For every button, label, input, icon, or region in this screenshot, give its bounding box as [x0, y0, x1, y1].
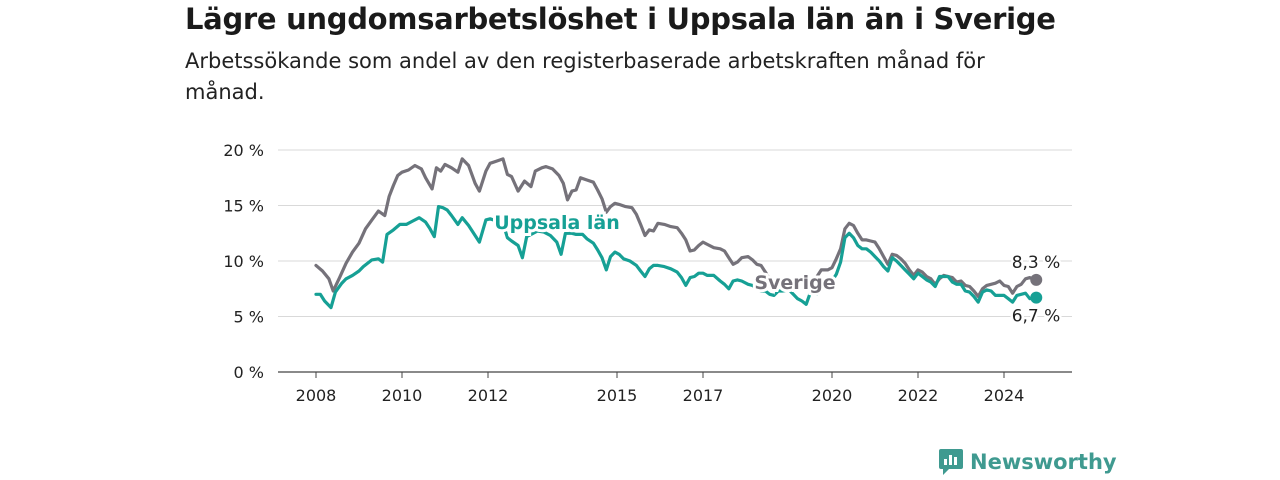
x-tick-label: 2012: [468, 386, 509, 405]
series-line-uppsala-lan: [314, 205, 1038, 310]
end-marker-sverige: [1030, 273, 1043, 286]
x-tick-label: 2017: [683, 386, 724, 405]
end-value-label-uppsala-lan: 6,7 %: [1012, 307, 1061, 327]
end-value-label-sverige: 8,3 %: [1012, 253, 1061, 273]
y-tick-label: 20 %: [223, 141, 264, 160]
x-tick-label: 2008: [296, 386, 337, 405]
x-tick-label: 2015: [597, 386, 638, 405]
x-tick-label: 2022: [898, 386, 939, 405]
series-line-sverige: [314, 157, 1038, 299]
series-label-uppsala-lan: Uppsala län: [494, 212, 620, 234]
y-tick-label: 10 %: [223, 252, 264, 271]
y-tick-label: 0 %: [234, 363, 264, 382]
brand-logo[interactable]: Newsworthy: [938, 447, 1117, 477]
x-tick-label: 2010: [382, 386, 423, 405]
y-tick-label: 15 %: [223, 197, 264, 216]
end-marker-uppsala-lan: [1030, 291, 1043, 304]
x-tick-label: 2020: [812, 386, 853, 405]
x-tick-label: 2024: [984, 386, 1025, 405]
chart-title: Lägre ungdomsarbetslöshet i Uppsala län …: [185, 2, 1056, 36]
newsworthy-logo-icon: [939, 449, 963, 475]
series-label-sverige: Sverige: [754, 272, 835, 294]
brand-name: Newsworthy: [970, 450, 1117, 474]
y-tick-label: 5 %: [234, 308, 264, 327]
chart-subtitle: Arbetssökande som andel av den registerb…: [185, 49, 985, 104]
